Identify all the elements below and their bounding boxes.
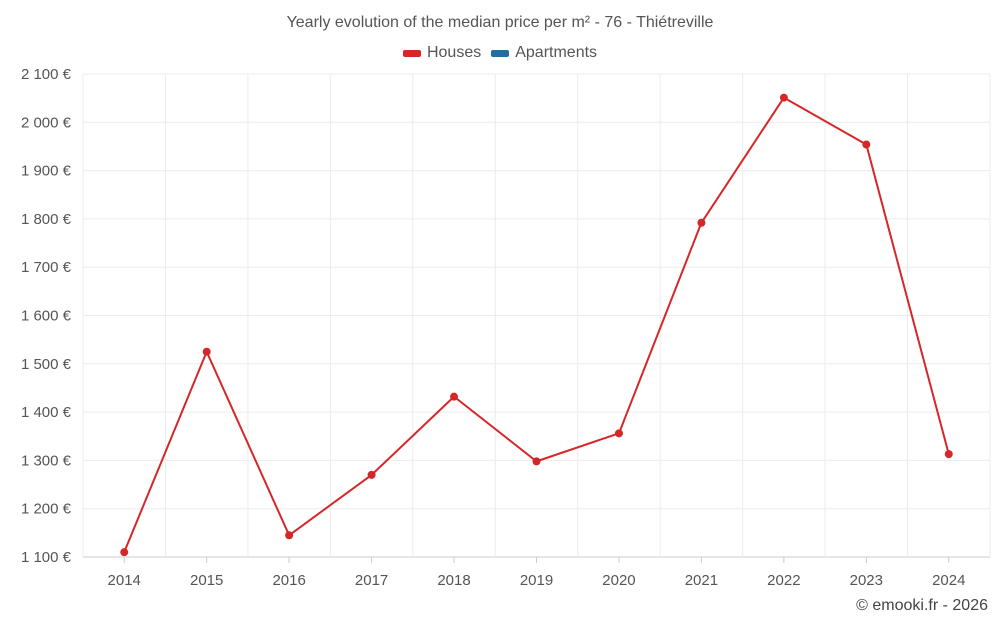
legend-label-houses: Houses [426, 44, 482, 61]
data-point-houses [202, 347, 211, 356]
data-point-houses [614, 429, 623, 438]
y-tick-label: 1 600 € [21, 308, 72, 325]
data-point-houses [450, 392, 459, 401]
y-tick-label: 1 700 € [21, 259, 72, 276]
data-point-houses [120, 548, 129, 557]
data-point-houses [532, 457, 541, 466]
data-point-houses [367, 470, 376, 479]
x-tick-label: 2024 [932, 572, 965, 589]
credit-text: © emooki.fr - 2026 [856, 597, 988, 614]
chart-title: Yearly evolution of the median price per… [286, 14, 714, 31]
y-tick-label: 2 100 € [21, 66, 72, 83]
x-tick-label: 2021 [685, 572, 718, 589]
data-point-houses [285, 531, 294, 540]
data-point-houses [944, 450, 953, 459]
legend: Houses Apartments [0, 44, 1000, 62]
legend-swatch-apartments [491, 49, 510, 57]
x-tick-label: 2018 [437, 572, 470, 589]
y-tick-label: 1 200 € [21, 501, 72, 518]
data-point-houses [862, 140, 871, 149]
x-tick-label: 2015 [190, 572, 223, 589]
x-tick-label: 2023 [850, 572, 883, 589]
y-tick-label: 1 900 € [21, 163, 72, 180]
y-tick-label: 1 300 € [21, 452, 72, 469]
y-tick-label: 1 100 € [21, 549, 72, 566]
x-tick-label: 2019 [520, 572, 553, 589]
x-tick-label: 2016 [272, 572, 305, 589]
data-point-houses [779, 93, 788, 102]
legend-swatch-houses [402, 49, 421, 57]
legend-label-apartments: Apartments [515, 44, 598, 61]
data-point-houses [697, 218, 706, 227]
y-tick-label: 1 500 € [21, 356, 72, 373]
x-tick-label: 2022 [767, 572, 800, 589]
x-tick-label: 2017 [355, 572, 388, 589]
y-tick-label: 1 800 € [21, 211, 72, 228]
x-tick-label: 2014 [108, 572, 141, 589]
y-tick-label: 1 400 € [21, 404, 72, 421]
y-tick-label: 2 000 € [21, 114, 72, 131]
legend-item-apartments[interactable]: Apartments [491, 44, 597, 62]
legend-item-houses[interactable]: Houses [402, 44, 482, 62]
x-tick-label: 2020 [602, 572, 635, 589]
